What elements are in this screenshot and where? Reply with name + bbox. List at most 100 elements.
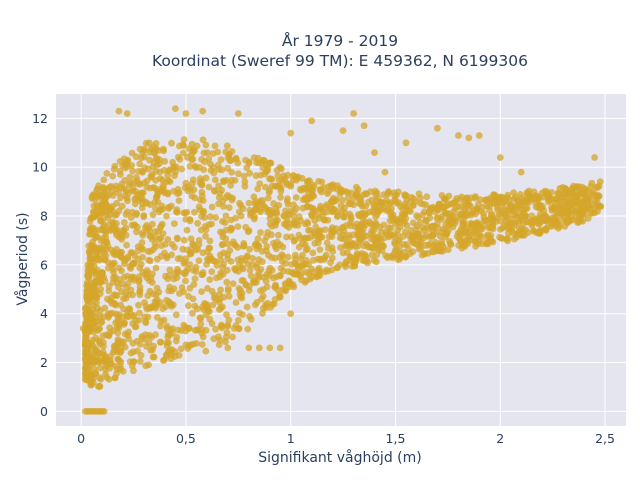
data-point <box>225 293 233 300</box>
data-point <box>142 319 150 327</box>
data-point <box>229 333 236 341</box>
data-point <box>473 205 481 212</box>
data-point <box>206 237 214 245</box>
data-point <box>257 208 264 216</box>
data-point <box>197 196 204 204</box>
data-point <box>136 197 143 205</box>
data-point <box>358 250 366 257</box>
data-point <box>224 321 232 329</box>
data-point <box>570 198 578 206</box>
data-point <box>211 142 219 150</box>
data-point <box>246 245 254 253</box>
data-point <box>262 168 270 176</box>
data-point <box>212 325 220 333</box>
data-point <box>173 206 181 214</box>
data-point <box>154 188 162 196</box>
data-point <box>170 275 178 283</box>
data-point <box>339 223 347 231</box>
data-point <box>329 248 337 255</box>
data-point <box>220 203 227 210</box>
data-point <box>220 249 228 257</box>
data-point <box>360 122 368 130</box>
data-point <box>234 223 242 231</box>
data-point <box>211 176 219 184</box>
data-point <box>223 142 231 150</box>
data-point <box>498 235 506 242</box>
data-point <box>143 222 151 229</box>
data-point <box>429 222 437 230</box>
data-point <box>198 156 206 163</box>
data-point <box>87 230 94 238</box>
data-point <box>169 158 177 166</box>
data-point <box>223 278 231 286</box>
data-point <box>457 203 465 210</box>
data-point <box>100 246 107 254</box>
x-tick-label: 1,5 <box>386 431 406 446</box>
data-point <box>254 185 262 193</box>
data-point <box>209 301 217 309</box>
data-point <box>568 206 576 213</box>
y-tick-label: 2 <box>40 355 48 370</box>
data-point <box>276 291 284 299</box>
data-point <box>217 156 225 164</box>
data-point <box>258 247 266 255</box>
data-point <box>111 212 119 219</box>
data-point <box>220 177 227 185</box>
data-point <box>128 149 136 157</box>
data-point <box>591 154 598 161</box>
data-point <box>157 299 164 307</box>
data-point <box>83 282 91 289</box>
data-point <box>296 185 304 193</box>
data-point <box>110 165 118 173</box>
data-point <box>201 300 209 307</box>
data-point <box>575 183 582 191</box>
data-point <box>373 202 381 209</box>
data-point <box>101 304 109 312</box>
data-point <box>537 204 545 212</box>
data-point <box>105 313 112 321</box>
data-point <box>92 250 100 258</box>
data-point <box>181 270 189 278</box>
data-point <box>136 309 143 317</box>
data-point <box>222 338 229 346</box>
data-point <box>94 382 102 390</box>
data-point <box>204 285 211 292</box>
data-point <box>180 209 188 217</box>
data-point <box>250 193 258 201</box>
data-point <box>167 300 175 308</box>
data-point <box>401 219 409 227</box>
data-point <box>189 176 197 184</box>
data-point <box>517 191 524 198</box>
data-point <box>276 241 284 249</box>
data-point <box>110 259 118 267</box>
data-point <box>550 203 558 211</box>
data-point <box>223 311 230 319</box>
data-point <box>199 107 207 115</box>
data-point <box>354 186 362 193</box>
data-point <box>173 333 181 341</box>
data-point <box>282 286 289 293</box>
data-point <box>518 232 526 239</box>
data-point <box>580 200 587 208</box>
data-point <box>81 376 89 383</box>
data-point <box>150 143 158 151</box>
data-point <box>375 208 382 215</box>
data-point <box>458 244 466 252</box>
data-point <box>129 185 137 193</box>
data-point <box>311 217 319 225</box>
data-point <box>336 261 344 269</box>
data-point <box>86 255 94 263</box>
data-point <box>138 204 146 212</box>
data-point <box>145 256 153 264</box>
data-point <box>152 264 160 272</box>
data-point <box>308 117 316 125</box>
data-point <box>259 292 267 300</box>
data-point <box>214 148 222 156</box>
data-point <box>362 210 369 218</box>
data-point <box>101 227 109 235</box>
data-point <box>225 204 233 212</box>
data-point <box>216 291 223 298</box>
data-point <box>563 193 571 201</box>
data-point <box>190 267 197 274</box>
data-point <box>142 139 150 147</box>
